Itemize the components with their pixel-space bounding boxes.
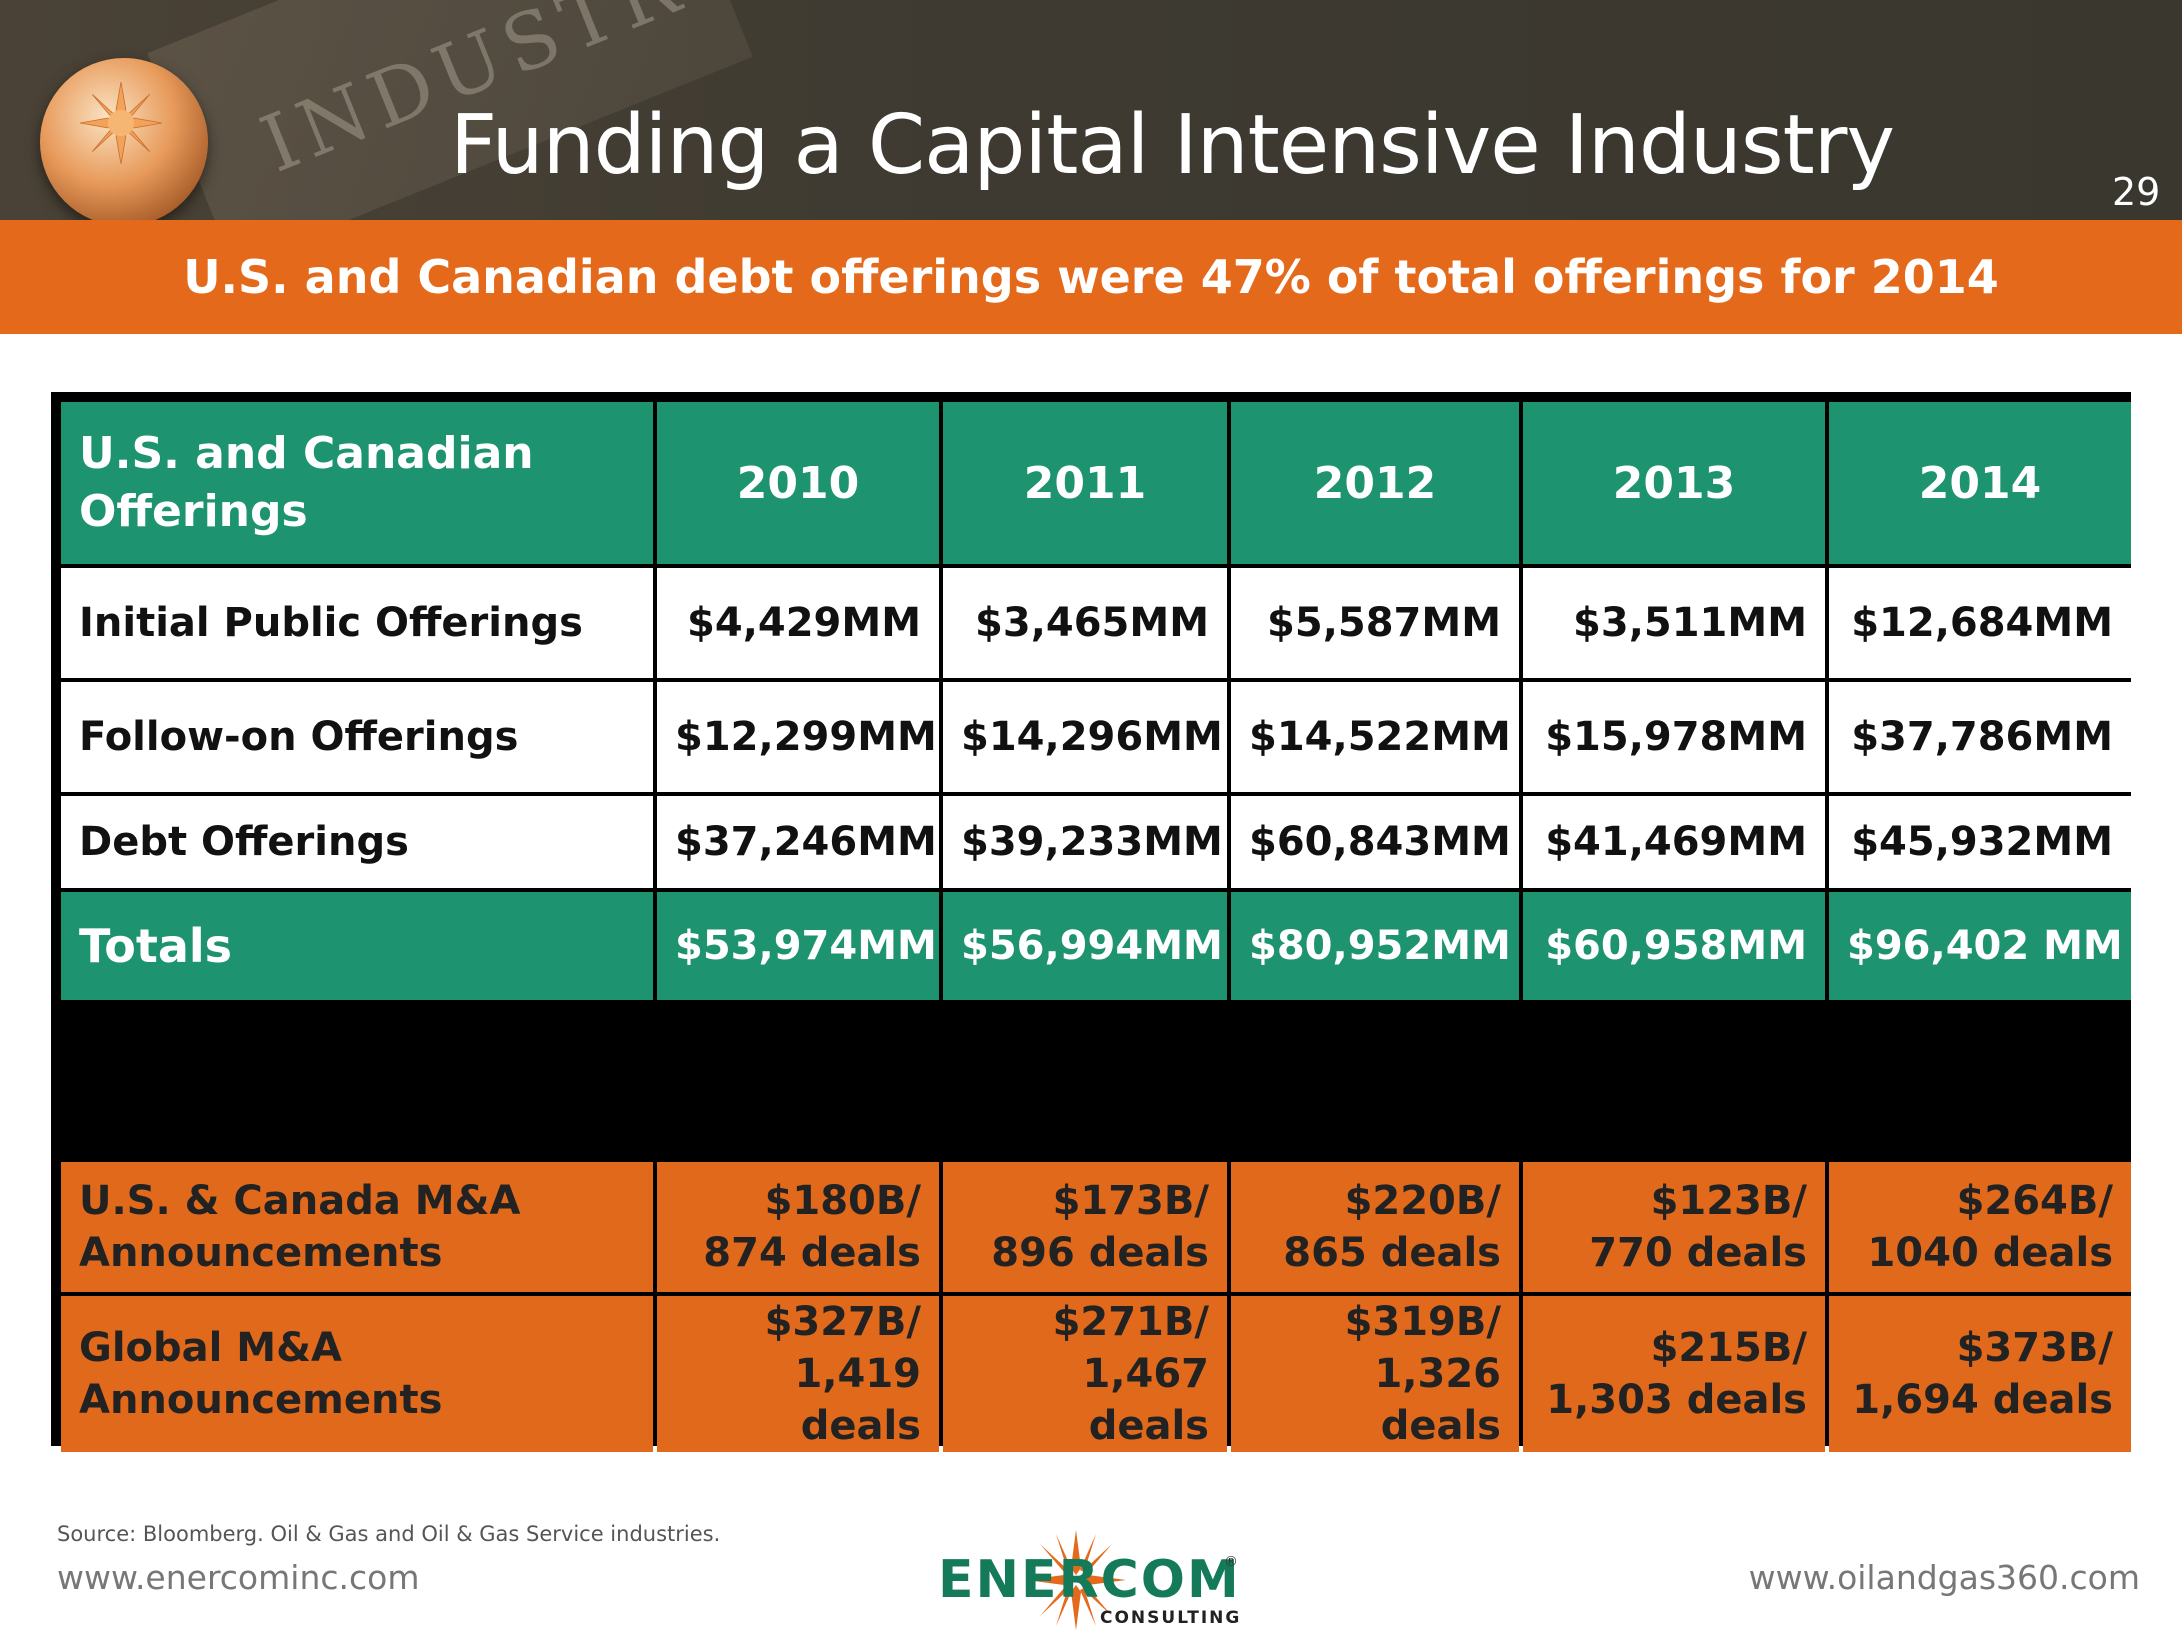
source-note: Source: Bloomberg. Oil & Gas and Oil & G…: [57, 1522, 721, 1546]
totals-label: Totals: [61, 892, 653, 1000]
sunburst-icon: [80, 82, 162, 164]
header-label-cell: U.S. and Canadian Offerings: [61, 402, 653, 564]
table-row: Follow-on Offerings $12,299MM $14,296MM …: [61, 682, 2131, 792]
table-cell: $12,684MM: [1829, 568, 2131, 678]
slide-subtitle: U.S. and Canadian debt offerings were 47…: [183, 250, 1999, 304]
ma-amount: $173B/: [1052, 1178, 1209, 1224]
ma-cell: $271B/ 1,467 deals: [943, 1296, 1227, 1452]
totals-cell: $60,958MM: [1523, 892, 1825, 1000]
ma-deals: 896 deals: [991, 1230, 1209, 1276]
oilandgas360-url-link[interactable]: www.oilandgas360.com: [1748, 1558, 2140, 1597]
table-cell: $3,465MM: [943, 568, 1227, 678]
row-label: Follow-on Offerings: [61, 682, 653, 792]
ma-amount: $264B/: [1956, 1178, 2113, 1224]
consulting-label: CONSULTING: [1100, 1608, 1242, 1628]
ma-amount: $373B/: [1956, 1325, 2113, 1371]
totals-cell: $53,974MM: [657, 892, 939, 1000]
ma-deals: 1,419 deals: [794, 1351, 921, 1449]
ma-amount: $180B/: [764, 1178, 921, 1224]
totals-cell: $56,994MM: [943, 892, 1227, 1000]
table-cell: $45,932MM: [1829, 796, 2131, 888]
ma-deals: 1,694 deals: [1852, 1377, 2113, 1423]
table-cell: $14,522MM: [1231, 682, 1519, 792]
ma-cell: $327B/ 1,419 deals: [657, 1296, 939, 1452]
ma-row-global: Global M&A Announcements $327B/ 1,419 de…: [61, 1296, 2131, 1452]
ma-deals: 874 deals: [703, 1230, 921, 1276]
offerings-table-frame: U.S. and Canadian Offerings 2010 2011 20…: [51, 392, 2131, 1452]
ma-amount: $123B/: [1650, 1178, 1807, 1224]
ma-label-line: U.S. & Canada M&A: [79, 1178, 521, 1224]
sun-globe-logo-icon: [40, 58, 208, 220]
table-row: Debt Offerings $37,246MM $39,233MM $60,8…: [61, 796, 2131, 888]
ma-deals: 1040 deals: [1867, 1230, 2113, 1276]
ma-amount: $271B/: [1052, 1299, 1209, 1345]
table-cell: $41,469MM: [1523, 796, 1825, 888]
ma-deals: 1,303 deals: [1546, 1377, 1807, 1423]
table-cell: $37,786MM: [1829, 682, 2131, 792]
registered-mark: ®: [1224, 1554, 1238, 1570]
table-cell: $37,246MM: [657, 796, 939, 888]
table-cell: $14,296MM: [943, 682, 1227, 792]
row-label: Initial Public Offerings: [61, 568, 653, 678]
ma-cell: $319B/ 1,326 deals: [1231, 1296, 1519, 1452]
table-cell: $12,299MM: [657, 682, 939, 792]
ma-row-label: U.S. & Canada M&A Announcements: [61, 1162, 653, 1292]
ma-row-us-canada: U.S. & Canada M&A Announcements $180B/ 8…: [61, 1162, 2131, 1292]
year-header: 2013: [1523, 402, 1825, 564]
slide-header: INDUSTR Funding a Capital Intensive Indu…: [0, 0, 2182, 220]
year-header: 2012: [1231, 402, 1519, 564]
table-cell: $15,978MM: [1523, 682, 1825, 792]
ma-deals: 865 deals: [1283, 1230, 1501, 1276]
offerings-table: U.S. and Canadian Offerings 2010 2011 20…: [57, 398, 2135, 1456]
ma-cell: $264B/ 1040 deals: [1829, 1162, 2131, 1292]
enercom-wordmark: ENERCOM: [938, 1550, 1241, 1610]
table-cell: $3,511MM: [1523, 568, 1825, 678]
page-number: 29: [2112, 170, 2161, 214]
ma-amount: $220B/: [1344, 1178, 1501, 1224]
totals-row: Totals $53,974MM $56,994MM $80,952MM $60…: [61, 892, 2131, 1000]
ma-deals: 1,326 deals: [1374, 1351, 1501, 1449]
year-header: 2014: [1829, 402, 2131, 564]
ma-row-label: Global M&A Announcements: [61, 1296, 653, 1452]
ma-cell: $220B/ 865 deals: [1231, 1162, 1519, 1292]
ma-cell: $173B/ 896 deals: [943, 1162, 1227, 1292]
totals-cell: $96,402 MM: [1829, 892, 2131, 1000]
ma-amount: $215B/: [1650, 1325, 1807, 1371]
ma-cell: $123B/ 770 deals: [1523, 1162, 1825, 1292]
starburst-icon: [1026, 1530, 1126, 1630]
table-cell: $60,843MM: [1231, 796, 1519, 888]
year-header: 2011: [943, 402, 1227, 564]
ma-label-line: Announcements: [79, 1230, 443, 1276]
ma-cell: $215B/ 1,303 deals: [1523, 1296, 1825, 1452]
table-cell: $4,429MM: [657, 568, 939, 678]
ma-amount: $319B/: [1344, 1299, 1501, 1345]
ma-amount: $327B/: [764, 1299, 921, 1345]
year-header: 2010: [657, 402, 939, 564]
ma-label-line: Global M&A Announcements: [79, 1325, 443, 1423]
ma-deals: 1,467 deals: [1082, 1351, 1209, 1449]
ma-cell: $180B/ 874 deals: [657, 1162, 939, 1292]
enercom-logo: ENERCOM ® CONSULTING: [938, 1530, 1242, 1640]
table-row: Initial Public Offerings $4,429MM $3,465…: [61, 568, 2131, 678]
row-label: Debt Offerings: [61, 796, 653, 888]
totals-cell: $80,952MM: [1231, 892, 1519, 1000]
ma-cell: $373B/ 1,694 deals: [1829, 1296, 2131, 1452]
table-cell: $5,587MM: [1231, 568, 1519, 678]
ma-deals: 770 deals: [1589, 1230, 1807, 1276]
slide-title: Funding a Capital Intensive Industry: [450, 98, 1895, 193]
table-header-row: U.S. and Canadian Offerings 2010 2011 20…: [61, 402, 2131, 564]
spacer-row: [61, 1004, 2131, 1158]
enercom-url-link[interactable]: www.enercominc.com: [57, 1558, 420, 1597]
subtitle-bar: U.S. and Canadian debt offerings were 47…: [0, 220, 2182, 334]
spacer-cell: [61, 1004, 2131, 1158]
table-cell: $39,233MM: [943, 796, 1227, 888]
